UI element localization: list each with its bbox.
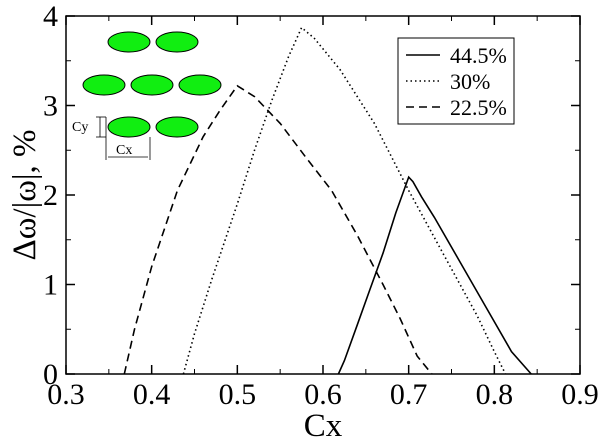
x-tick-label: 0.6 xyxy=(304,378,342,411)
y-axis-label: Δω/|ω|, % xyxy=(7,129,43,260)
series-layer xyxy=(123,26,532,375)
inset-cx-label: Cx xyxy=(116,143,132,158)
y-tick-label: 3 xyxy=(43,90,58,123)
x-tick-label: 0.9 xyxy=(561,378,599,411)
y-tick-label: 0 xyxy=(43,358,58,391)
lattice-ellipse xyxy=(107,116,151,138)
legend-label: 44.5% xyxy=(450,43,507,68)
y-tick-label: 2 xyxy=(43,179,58,212)
lattice-inset: Cy Cx xyxy=(72,31,222,160)
legend-label: 22.5% xyxy=(450,95,507,120)
legend-box xyxy=(397,37,515,125)
x-tick-label: 0.5 xyxy=(219,378,257,411)
x-tick-label: 0.4 xyxy=(133,378,171,411)
lattice-ellipse xyxy=(107,31,151,53)
x-tick-label: 0.7 xyxy=(390,378,428,411)
legend-label: 30% xyxy=(450,69,490,94)
x-axis-label: Cx xyxy=(304,408,343,440)
lattice-ellipse xyxy=(155,31,199,53)
x-axis-ticks: 0.3 0.4 0.5 0.6 0.7 0.8 0.9 xyxy=(47,16,599,411)
series-line-2 xyxy=(123,84,433,375)
lattice-ellipse xyxy=(178,74,222,96)
y-tick-label: 1 xyxy=(43,269,58,302)
lattice-ellipse xyxy=(82,74,126,96)
legend: 44.5%30%22.5% xyxy=(397,37,515,125)
x-tick-label: 0.3 xyxy=(47,378,85,411)
series-line-1 xyxy=(182,26,507,375)
series-line-0 xyxy=(337,175,532,375)
inset-cy-label: Cy xyxy=(72,120,88,135)
x-tick-label: 0.8 xyxy=(476,378,514,411)
lattice-ellipse xyxy=(155,116,199,138)
y-axis-ticks: 0 1 2 3 4 xyxy=(43,0,580,391)
lattice-ellipse xyxy=(130,74,174,96)
y-tick-label: 4 xyxy=(43,0,58,33)
